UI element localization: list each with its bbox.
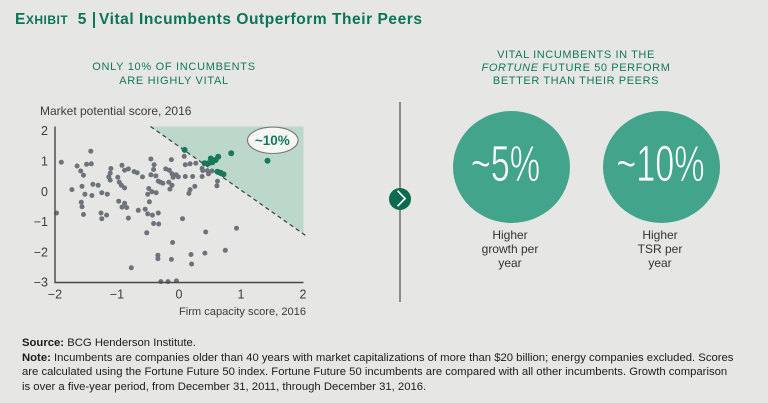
svg-text:1: 1 xyxy=(41,155,48,169)
svg-text:−2: −2 xyxy=(34,245,48,259)
svg-text:−3: −3 xyxy=(34,276,48,290)
svg-text:2: 2 xyxy=(300,288,307,302)
svg-text:0: 0 xyxy=(41,185,48,199)
svg-text:0: 0 xyxy=(176,288,183,302)
svg-text:−1: −1 xyxy=(110,288,124,302)
svg-text:1: 1 xyxy=(238,288,245,302)
svg-text:−2: −2 xyxy=(48,288,62,302)
svg-text:2: 2 xyxy=(41,124,48,138)
svg-text:~10%: ~10% xyxy=(255,133,290,148)
svg-text:−1: −1 xyxy=(34,215,48,229)
